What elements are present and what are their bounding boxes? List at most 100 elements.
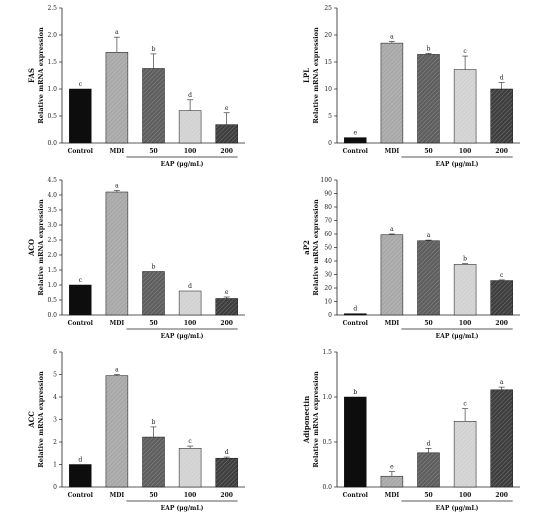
significance-letter: c: [500, 272, 504, 279]
significance-letter: c: [79, 277, 83, 284]
bar-100: [453, 421, 477, 488]
significance-letter: a: [390, 33, 394, 40]
y-tick-label: 10: [324, 299, 332, 306]
y-tick-label: 15: [324, 59, 332, 66]
bar-mdi: [380, 475, 404, 488]
x-axis-label: EAP (μg/mL): [161, 333, 204, 340]
x-tick-label: 200: [495, 492, 508, 499]
x-tick-label: 200: [220, 320, 233, 327]
y-axis-label: Relative mRNA expression: [37, 27, 45, 124]
x-tick-label: 200: [495, 148, 508, 155]
y-tick-label: 0.5: [47, 113, 57, 120]
y-tick-label: 25: [324, 5, 332, 12]
chart-acc: 0 1 2 3 4 5 6 ACC Relative mRNA expression d Contr…: [27, 349, 245, 512]
y-tick-label: 2.5: [47, 5, 57, 12]
x-tick-label: Control: [68, 492, 94, 499]
y-tick-label: 4: [53, 394, 57, 401]
x-tick-label: 50: [424, 148, 432, 155]
x-tick-label: Control: [343, 148, 369, 155]
x-tick-label: 100: [184, 148, 197, 155]
y-tick-label: 4.0: [47, 192, 57, 199]
y-tick-label: 3.5: [47, 207, 57, 214]
significance-letter: d: [225, 449, 229, 456]
x-axis-label: EAP (μg/mL): [436, 161, 479, 168]
x-tick-label: MDI: [110, 492, 125, 499]
x-axis-label: EAP (μg/mL): [161, 161, 204, 168]
chart-ap2: 0 10 20 30 40 50 60 70 80 90 100 aP2 Relative mRNA e…: [302, 177, 520, 340]
bar-mdi: [380, 234, 404, 316]
y-tick-label: 0: [53, 484, 57, 491]
significance-letter: d: [188, 92, 192, 99]
y-tick-label: 60: [324, 231, 332, 238]
significance-letter: a: [390, 226, 394, 233]
x-tick-label: MDI: [385, 492, 400, 499]
x-tick-label: MDI: [385, 320, 400, 327]
y-tick-label: 5: [53, 372, 57, 379]
significance-letter: d: [500, 75, 504, 82]
bar-50: [142, 436, 165, 488]
bar-control: [344, 137, 367, 144]
significance-letter: a: [115, 367, 119, 374]
y-tick-label: 3.0: [47, 222, 57, 229]
bar-control: [344, 396, 367, 488]
x-tick-label: 100: [459, 320, 472, 327]
x-axis-label: EAP (μg/mL): [161, 505, 204, 512]
significance-letter: a: [115, 183, 119, 190]
y-axis-label: Relative mRNA expression: [37, 199, 45, 296]
bar-100: [178, 448, 202, 488]
x-tick-label: Control: [343, 320, 369, 327]
significance-letter: b: [427, 45, 431, 52]
bar-control: [69, 88, 92, 144]
x-axis-label: EAP (μg/mL): [436, 505, 479, 512]
y-tick-label: 2: [53, 439, 57, 446]
significance-letter: a: [500, 379, 504, 386]
bar-50: [142, 271, 165, 316]
chart-aco: 0.0 0.5 1.0 1.5 2.0 2.5 3.0 3.5 4.0 4.5 ACO Relativ…: [27, 177, 245, 340]
x-tick-label: MDI: [385, 148, 400, 155]
y-tick-label: 80: [324, 204, 332, 211]
significance-letter: c: [463, 48, 467, 55]
significance-letter: b: [152, 264, 156, 271]
bar-100: [178, 110, 202, 144]
y-tick-label: 100: [321, 177, 333, 184]
y-tick-label: 90: [324, 191, 332, 198]
bar-control: [69, 464, 92, 488]
y-tick-label: 0: [328, 312, 332, 319]
x-tick-label: 200: [495, 320, 508, 327]
x-tick-label: 100: [459, 148, 472, 155]
x-tick-label: 200: [220, 492, 233, 499]
bar-control: [344, 313, 367, 316]
y-tick-label: 0.5: [47, 297, 57, 304]
y-tick-label: 1.0: [47, 282, 57, 289]
bar-50: [142, 68, 165, 144]
significance-letter: e: [225, 105, 229, 112]
y-tick-label: 4.5: [47, 177, 57, 184]
significance-letter: d: [78, 457, 82, 464]
y-tick-label: 3: [53, 417, 57, 424]
bar-mdi: [380, 42, 404, 144]
chart-adiponectin: 0.0 0.5 1.0 1.5 Adiponectin Relative mRNA exp…: [302, 349, 520, 512]
y-axis-label: Relative mRNA expression: [312, 371, 320, 468]
y-tick-label: 5: [328, 113, 332, 120]
x-tick-label: Control: [68, 320, 94, 327]
y-tick-label: 2.0: [47, 252, 57, 259]
significance-letter: a: [115, 29, 119, 36]
y-tick-label: 40: [324, 258, 332, 265]
y-tick-label: 1.0: [322, 394, 332, 401]
y-tick-label: 10: [324, 86, 332, 93]
x-axis-label: EAP (μg/mL): [436, 333, 479, 340]
x-tick-label: 50: [424, 492, 432, 499]
y-tick-label: 0.0: [47, 140, 57, 147]
x-tick-label: MDI: [110, 148, 125, 155]
bar-200: [490, 389, 513, 488]
bar-50: [417, 240, 440, 316]
significance-letter: b: [353, 389, 357, 396]
y-axis-label: Relative mRNA expression: [37, 371, 45, 468]
x-tick-label: Control: [343, 492, 369, 499]
significance-letter: d: [353, 306, 357, 313]
significance-letter: b: [152, 419, 156, 426]
gene-label: LPL: [302, 68, 311, 83]
x-tick-label: 50: [149, 148, 157, 155]
gene-label: ACC: [27, 411, 36, 429]
y-tick-label: 0.0: [47, 312, 57, 319]
